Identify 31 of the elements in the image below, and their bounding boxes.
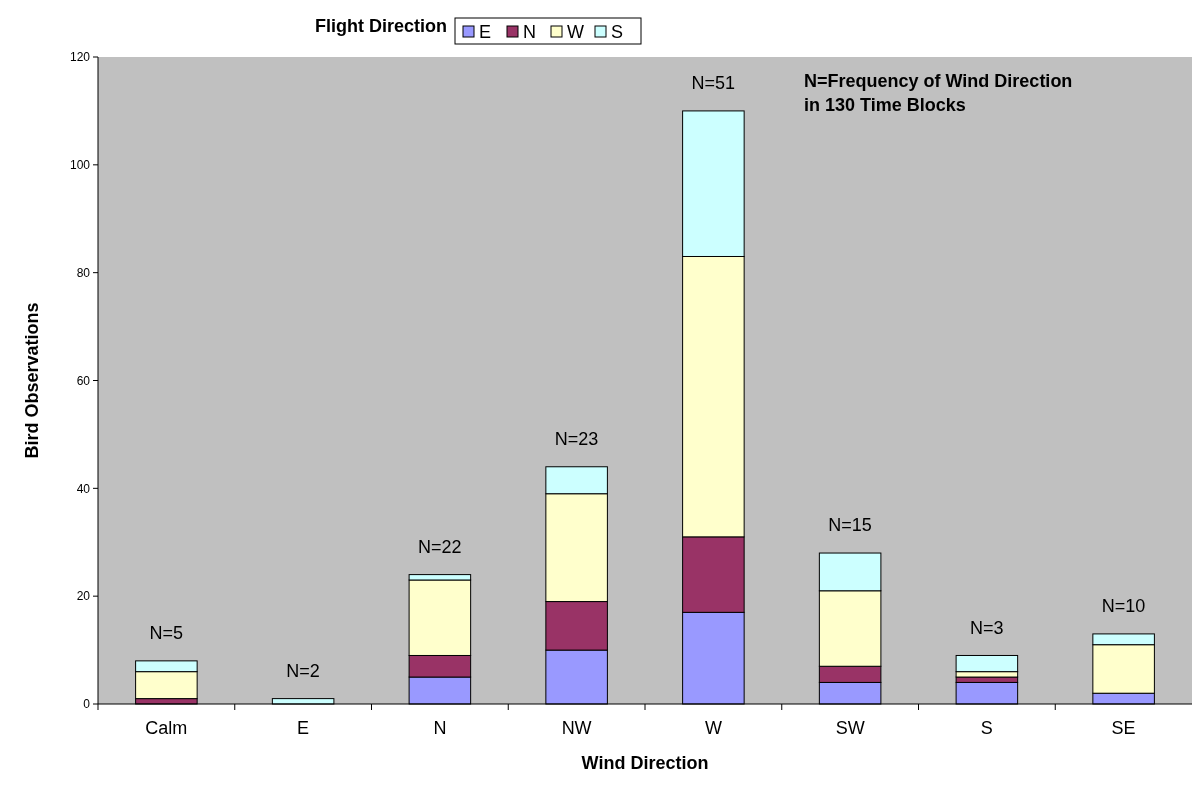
- x-tick-label: SW: [835, 718, 865, 738]
- y-axis-title: Bird Observations: [22, 302, 42, 459]
- legend-label: S: [611, 22, 624, 43]
- x-axis-title: Wind Direction: [581, 753, 709, 773]
- annotation: N=23: [554, 429, 599, 450]
- x-tick-label: SE: [1111, 718, 1136, 738]
- annotation: N=2: [286, 660, 320, 681]
- x-tick-label: S: [980, 718, 993, 738]
- x-tick-label: NW: [561, 718, 592, 738]
- annotation: N=15: [828, 515, 872, 536]
- annotation: N=Frequency of Wind Direction in 130 Time Blocks: [804, 71, 1073, 115]
- annotation: N=3: [970, 617, 1004, 638]
- y-tick-label: 0: [83, 697, 91, 712]
- legend-title: Flight Direction: [315, 16, 447, 36]
- annotation: N=10: [1101, 596, 1146, 617]
- y-tick-label: 20: [76, 589, 91, 604]
- y-tick-label: 100: [69, 158, 91, 173]
- legend-label: E: [479, 22, 492, 43]
- x-tick-label: W: [704, 718, 722, 738]
- annotation: N=51: [691, 73, 736, 94]
- y-tick-label: 60: [76, 373, 91, 388]
- y-tick-label: 40: [76, 481, 91, 496]
- y-tick-label: 120: [69, 50, 91, 65]
- x-tick-label: N: [433, 718, 447, 738]
- y-tick-label: 80: [76, 265, 91, 280]
- legend-label: W: [567, 22, 584, 43]
- annotation: N=5: [149, 623, 184, 644]
- x-tick-label: Calm: [145, 718, 188, 738]
- x-tick-label: E: [297, 718, 310, 738]
- annotation: N=22: [418, 536, 462, 557]
- legend-label: N: [523, 22, 536, 43]
